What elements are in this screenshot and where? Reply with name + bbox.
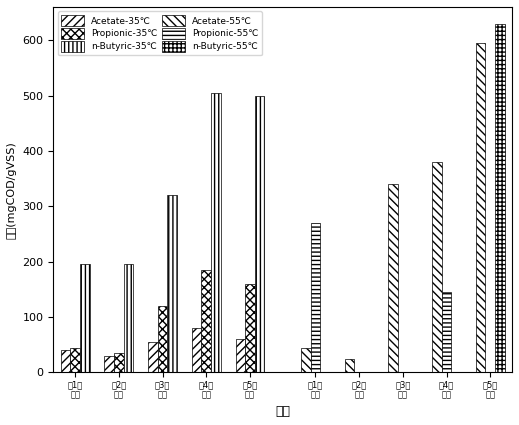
Bar — [104, 356, 114, 372]
Bar — [245, 284, 255, 372]
Bar — [192, 328, 201, 372]
Bar — [71, 348, 80, 372]
Bar — [158, 306, 167, 372]
Bar — [442, 292, 452, 372]
Bar — [301, 348, 311, 372]
Bar — [211, 93, 221, 372]
Bar — [236, 339, 245, 372]
Bar — [114, 353, 124, 372]
Bar — [255, 96, 264, 372]
Bar — [388, 184, 398, 372]
Bar — [495, 23, 504, 372]
Bar — [61, 350, 71, 372]
Bar — [124, 264, 133, 372]
Bar — [80, 264, 90, 372]
Bar — [167, 195, 177, 372]
Bar — [311, 223, 320, 372]
Bar — [148, 342, 158, 372]
Y-axis label: 浓度(mgCOD/gVSS): 浓度(mgCOD/gVSS) — [7, 141, 17, 238]
Bar — [432, 162, 442, 372]
X-axis label: 批次: 批次 — [275, 405, 290, 418]
Bar — [201, 270, 211, 372]
Legend: Acetate-35℃, Propionic-35℃, n-Butyric-35℃, Acetate-55℃, Propionic-55℃, n-Butyric: Acetate-35℃, Propionic-35℃, n-Butyric-35… — [58, 11, 262, 55]
Bar — [345, 359, 354, 372]
Bar — [476, 43, 485, 372]
